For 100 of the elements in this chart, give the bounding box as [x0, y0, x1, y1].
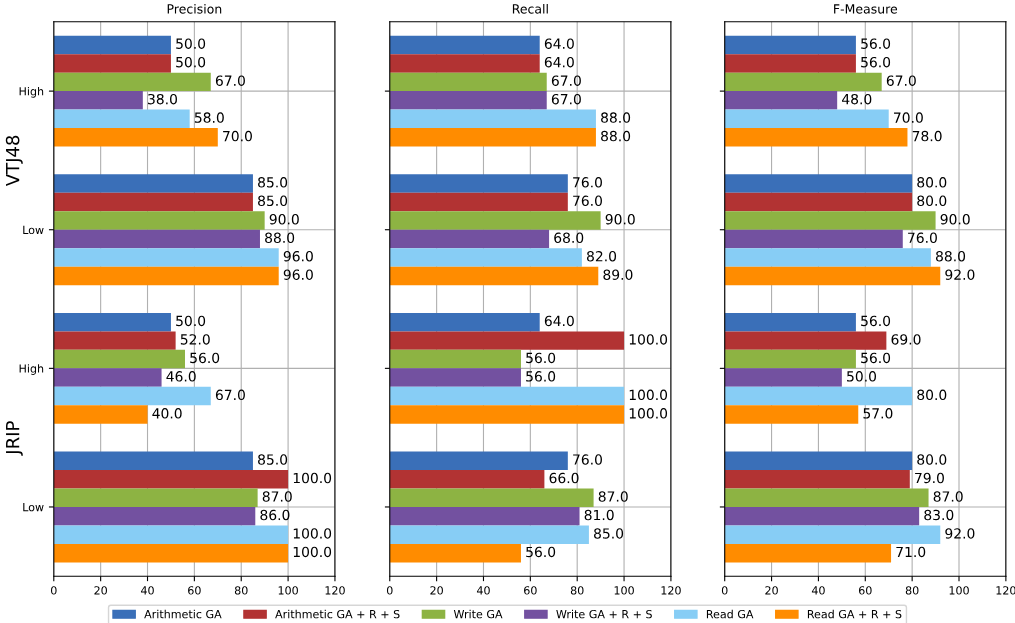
data-label: 56.0: [526, 546, 556, 558]
bar: [724, 368, 842, 387]
data-label: 92.0: [945, 269, 975, 280]
data-label: 76.0: [573, 177, 602, 188]
x-tick-label: 120: [325, 586, 345, 595]
legend-label: Arithmetic GA: [144, 609, 222, 619]
bar: [389, 470, 545, 489]
bar: [53, 128, 218, 147]
data-label: 67.0: [551, 93, 581, 105]
bar: [724, 211, 936, 230]
bar: [53, 525, 289, 544]
data-label: 71.0: [896, 546, 926, 558]
data-label: 83.0: [924, 509, 954, 521]
bar: [724, 470, 910, 489]
bar: [389, 174, 568, 193]
bar: [724, 35, 856, 55]
bar: [724, 54, 856, 73]
bar: [53, 72, 211, 92]
bar: [389, 386, 625, 406]
bar: [53, 192, 253, 212]
bar: [389, 349, 521, 369]
bar: [53, 54, 171, 73]
bar: [389, 128, 596, 147]
x-tick-label: 40: [140, 586, 154, 595]
data-label: 67.0: [215, 75, 245, 86]
data-label: 87.0: [598, 491, 628, 502]
data-label: 96.0: [283, 250, 313, 262]
data-label: 52.0: [180, 334, 210, 345]
data-label: 76.0: [908, 232, 937, 243]
bar: [724, 192, 913, 212]
bar: [53, 109, 190, 129]
x-tick-label: 80: [234, 586, 248, 595]
data-label: 79.0: [915, 472, 944, 484]
data-label: 80.0: [917, 454, 947, 465]
bar: [389, 368, 521, 387]
x-tick-label: 60: [858, 586, 872, 595]
bar: [53, 312, 171, 332]
bar: [724, 525, 941, 544]
bar: [724, 405, 859, 424]
bar: [389, 54, 540, 73]
data-label: 66.0: [549, 472, 579, 484]
bar: [724, 488, 929, 507]
data-label: 81.0: [584, 509, 614, 521]
bar: [724, 248, 931, 267]
bar: [389, 229, 550, 249]
data-label: 56.0: [861, 315, 891, 327]
bar: [724, 128, 908, 147]
bar: [724, 174, 913, 193]
y-tick-label: High: [19, 364, 44, 375]
data-label: 76.0: [573, 195, 602, 207]
data-label: 88.0: [265, 232, 295, 243]
bar: [389, 506, 580, 526]
data-label: 38.0: [148, 93, 177, 105]
data-label: 56.0: [526, 371, 556, 382]
bar: [724, 386, 913, 406]
data-label: 89.0: [603, 269, 633, 280]
data-label: 57.0: [863, 408, 893, 419]
y-tick-label: Low: [23, 503, 44, 512]
data-label: 100.0: [629, 408, 668, 419]
data-label: 80.0: [917, 195, 947, 207]
data-label: 69.0: [891, 334, 921, 345]
bar: [53, 35, 171, 55]
bar: [724, 349, 856, 369]
data-label: 80.0: [917, 177, 947, 188]
bar: [389, 525, 589, 544]
data-label: 87.0: [262, 491, 292, 502]
x-tick-label: 80: [570, 586, 584, 595]
data-label: 64.0: [544, 56, 574, 68]
data-label: 86.0: [260, 509, 290, 521]
y-tick-label: Low: [23, 225, 44, 235]
x-tick-label: 20: [94, 586, 107, 595]
bar: [724, 266, 941, 286]
bar: [53, 248, 279, 267]
x-tick-label: 0: [386, 586, 393, 595]
text: VTJ48: [5, 135, 23, 187]
data-label: 67.0: [215, 389, 245, 401]
bar: [53, 470, 289, 489]
data-label: 85.0: [258, 177, 288, 188]
data-label: 90.0: [605, 214, 635, 225]
bar: [53, 91, 143, 110]
bar: [53, 506, 256, 526]
bar: [53, 451, 253, 470]
data-label: 50.0: [176, 56, 206, 68]
bar: [724, 506, 920, 526]
legend-label: Write GA: [453, 609, 503, 619]
x-tick-label: 80: [905, 586, 919, 595]
data-label: 100.0: [293, 472, 332, 484]
bar: [389, 109, 596, 129]
x-tick-label: 120: [996, 586, 1015, 595]
x-tick-label: 100: [949, 586, 969, 595]
data-label: 50.0: [176, 315, 206, 327]
data-label: 48.0: [842, 93, 872, 105]
data-label: 85.0: [258, 195, 288, 207]
data-label: 70.0: [223, 130, 252, 142]
chart-title: Precision: [167, 3, 222, 14]
bar: [724, 91, 838, 110]
bar: [53, 488, 258, 507]
data-label: 58.0: [194, 112, 224, 123]
data-label: 92.0: [945, 528, 975, 539]
data-label: 88.0: [601, 112, 631, 123]
